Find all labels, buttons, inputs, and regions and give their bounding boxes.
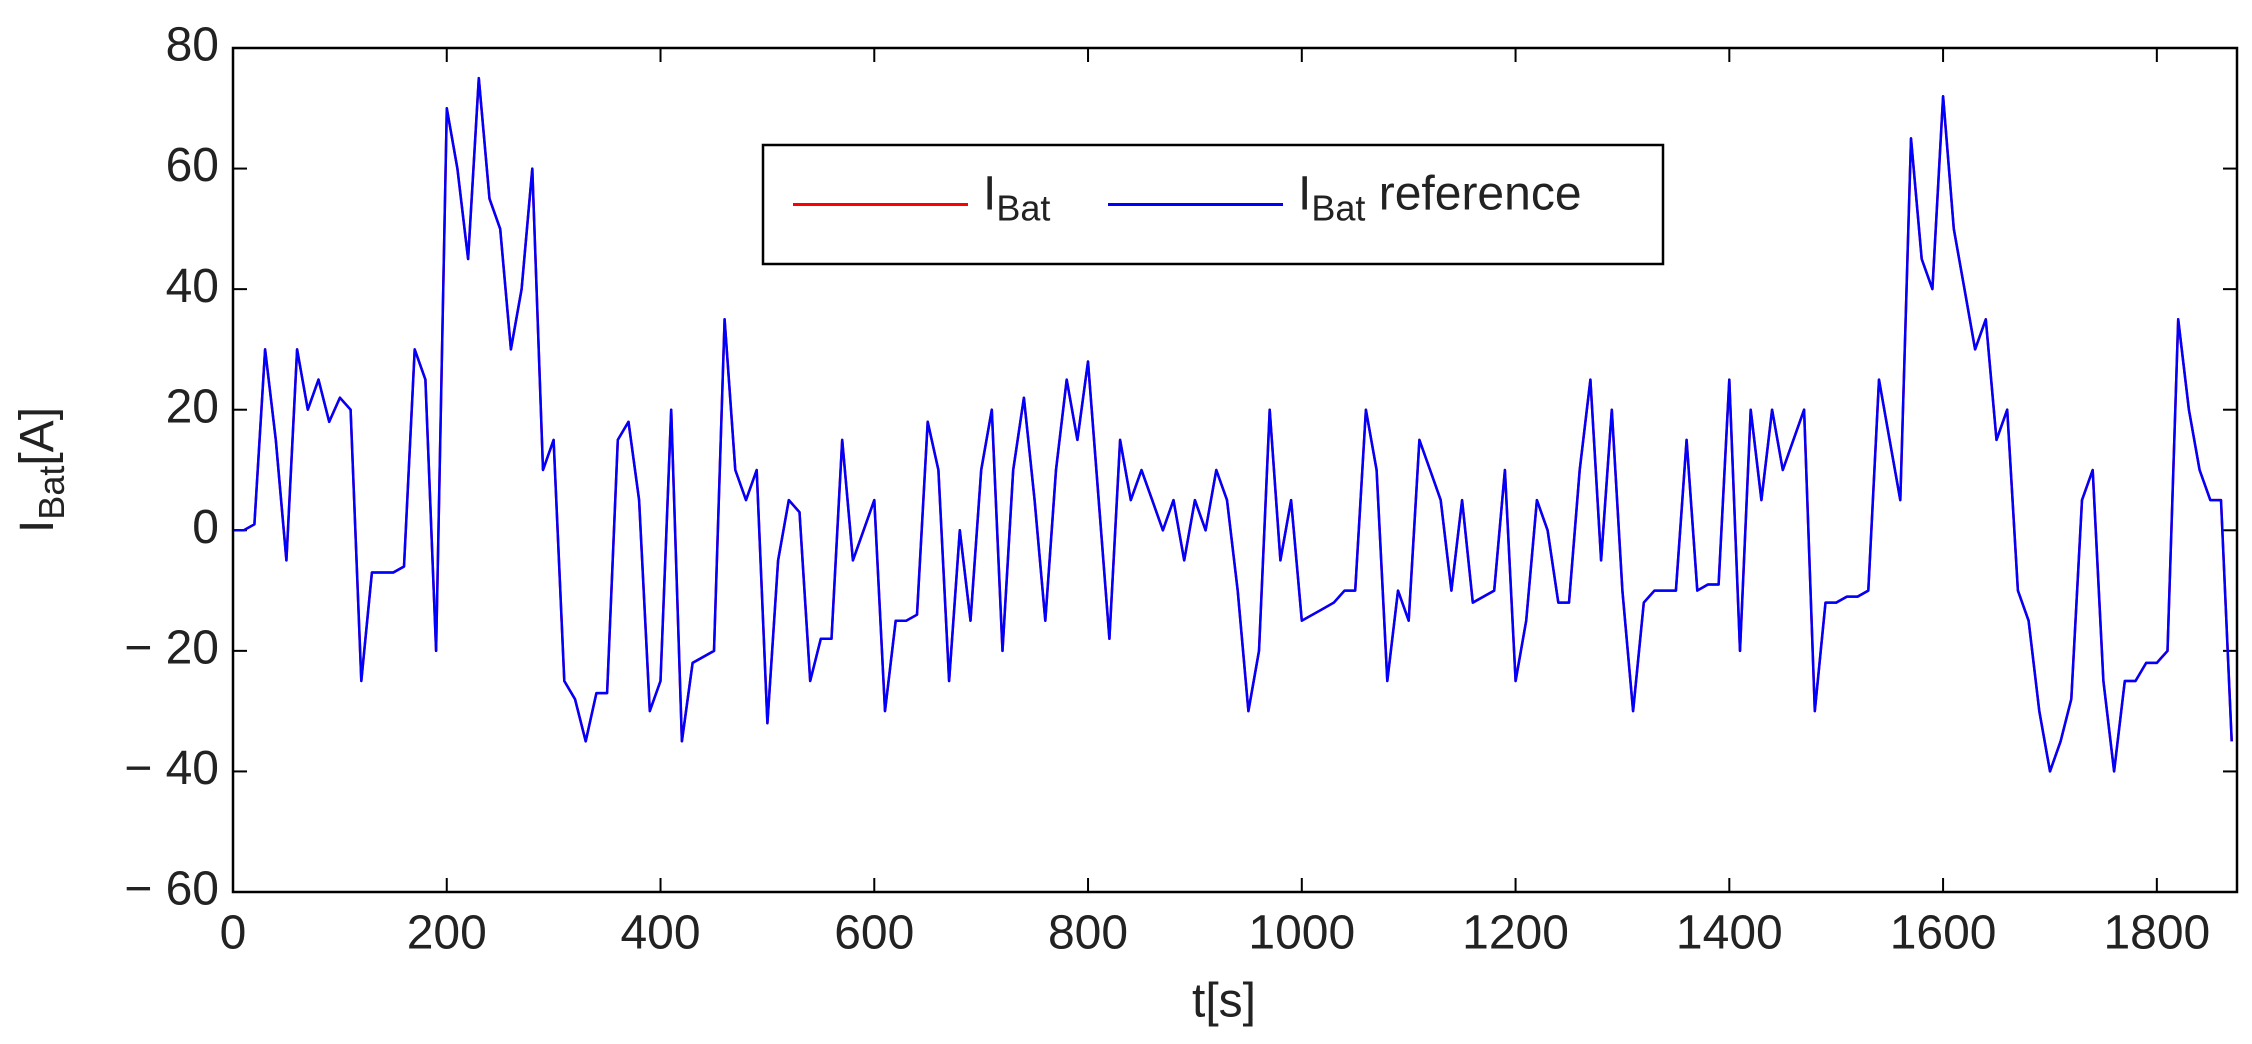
y-tick-label: − 60: [124, 863, 219, 916]
legend-label: IBat: [983, 167, 1050, 228]
x-tick-label: 1400: [1676, 907, 1783, 960]
plot-frame: [231, 46, 2239, 894]
x-tick-label: 1000: [1248, 907, 1355, 960]
x-tick-label: 200: [407, 907, 487, 960]
legend-label: IBat reference: [1298, 167, 1582, 228]
x-axis-label: t[s]: [1192, 975, 1256, 1028]
y-tick-label: 40: [166, 260, 219, 313]
x-tick-label: 800: [1048, 907, 1128, 960]
x-tick-label: 600: [834, 907, 914, 960]
y-tick-label: − 40: [124, 742, 219, 795]
series-line: [233, 76, 2233, 773]
y-axis-label: IBat[A]: [11, 407, 72, 533]
x-tick-label: 1200: [1462, 907, 1569, 960]
x-tick-label: 0: [220, 907, 247, 960]
y-tick-label: − 20: [124, 622, 219, 675]
x-tick-label: 1800: [2103, 907, 2210, 960]
y-tick-label: 20: [166, 380, 219, 433]
x-tick-label: 400: [620, 907, 700, 960]
y-tick-label: 0: [192, 501, 219, 554]
y-tick-label: 60: [166, 139, 219, 192]
y-tick-label: 80: [166, 19, 219, 72]
x-tick-label: 1600: [1890, 907, 1997, 960]
